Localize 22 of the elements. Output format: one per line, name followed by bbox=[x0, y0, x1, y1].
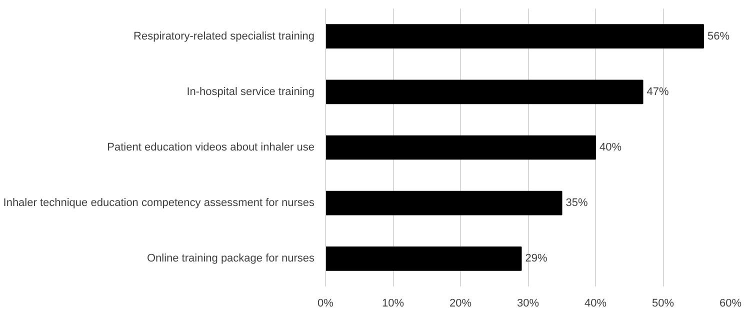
data-label: 56% bbox=[708, 30, 730, 42]
x-tick-label: 40% bbox=[584, 298, 607, 310]
x-tick-label: 50% bbox=[652, 298, 674, 310]
data-label: 47% bbox=[646, 86, 669, 98]
x-tick-label: 30% bbox=[516, 298, 540, 310]
x-tick-label: 10% bbox=[382, 298, 404, 310]
data-label: 35% bbox=[566, 197, 588, 210]
x-tick-label: 60% bbox=[719, 298, 742, 310]
x-tick-label: 20% bbox=[449, 298, 472, 310]
y-tick-label: Patient education videos about inhaler use bbox=[107, 142, 315, 154]
y-tick-label: In-hospital service training bbox=[186, 86, 315, 98]
data-label: 40% bbox=[600, 142, 622, 154]
bar bbox=[326, 135, 596, 160]
bar bbox=[326, 80, 644, 104]
y-tick-label: Online training package for nurses bbox=[146, 252, 315, 265]
bar bbox=[326, 190, 562, 216]
y-tick-label: Inhaler technique education competency assessment for nurses bbox=[3, 197, 315, 210]
bar bbox=[326, 24, 704, 48]
y-tick-label: Respiratory-related specialist training bbox=[134, 30, 314, 42]
bar bbox=[326, 246, 522, 271]
data-label: 29% bbox=[525, 252, 548, 265]
x-tick-label: 0% bbox=[318, 298, 334, 310]
